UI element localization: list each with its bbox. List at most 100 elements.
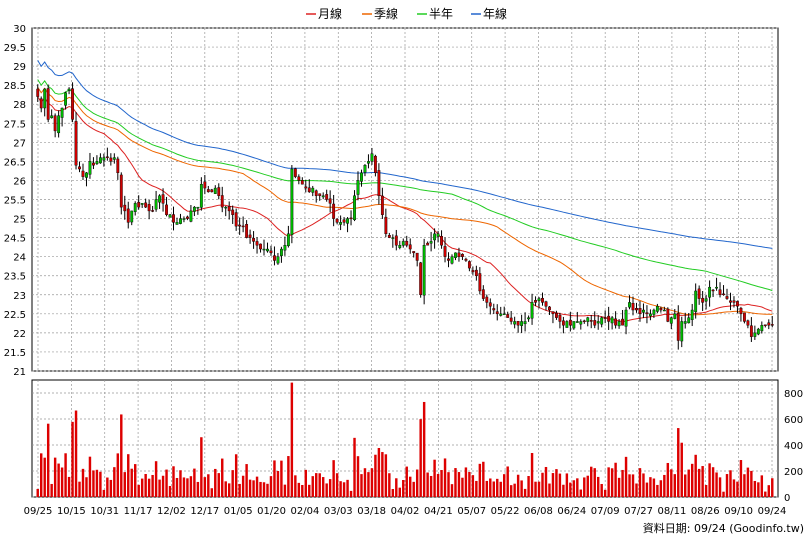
volume-bar bbox=[85, 477, 88, 497]
legend-label: 半年 bbox=[429, 7, 453, 21]
candle-body bbox=[39, 98, 43, 109]
candle-body bbox=[680, 321, 684, 342]
candle-body bbox=[676, 313, 680, 341]
volume-bar bbox=[318, 473, 321, 497]
candle-body bbox=[572, 321, 576, 329]
candle-body bbox=[210, 189, 214, 193]
candle-body bbox=[666, 308, 670, 322]
candle-body bbox=[57, 115, 61, 134]
volume-bar bbox=[294, 475, 297, 497]
candle-body bbox=[513, 321, 517, 325]
volume-bar bbox=[548, 483, 551, 497]
ma-line bbox=[37, 60, 773, 249]
ma-line bbox=[37, 86, 773, 316]
volume-bar bbox=[586, 475, 589, 497]
candle-body bbox=[311, 187, 315, 193]
candle-body bbox=[729, 300, 732, 303]
volume-bar bbox=[600, 483, 603, 497]
date-axis: 09/25 10/15 10/31 11/17 12/02 12/17 01/05 01/20… bbox=[24, 506, 787, 517]
candle-body bbox=[638, 308, 642, 315]
volume-bar bbox=[280, 460, 283, 497]
volume-bar bbox=[565, 473, 569, 497]
volume-bar bbox=[513, 483, 516, 497]
candle-body bbox=[600, 317, 604, 325]
volume-bar bbox=[217, 473, 220, 497]
candle-body bbox=[478, 273, 482, 292]
volume-bar bbox=[276, 470, 280, 497]
candle-body bbox=[555, 312, 558, 318]
volume-bar bbox=[290, 382, 294, 497]
volume-bar bbox=[718, 477, 722, 497]
candle-body bbox=[520, 321, 524, 326]
volume-bar bbox=[210, 488, 214, 497]
candle-body bbox=[137, 202, 141, 208]
price-tick-label: 26.5 bbox=[4, 157, 26, 168]
candle-body bbox=[419, 262, 423, 295]
price-tick-label: 29.5 bbox=[4, 43, 26, 54]
volume-bar bbox=[614, 462, 617, 497]
volume-bar bbox=[607, 467, 610, 497]
volume-tick-label: 600 bbox=[784, 415, 803, 426]
candle-body bbox=[575, 321, 579, 323]
volume-bar bbox=[57, 463, 60, 497]
candle-body bbox=[266, 248, 269, 252]
volume-bar bbox=[221, 458, 224, 497]
volume-bar bbox=[227, 483, 231, 497]
volume-bar bbox=[346, 479, 349, 497]
candle-body bbox=[412, 251, 416, 254]
volume-bar bbox=[690, 463, 694, 497]
price-tick-label: 23 bbox=[13, 291, 26, 302]
volume-bar bbox=[325, 483, 328, 497]
volume-tick-label: 400 bbox=[784, 441, 803, 452]
volume-bar bbox=[311, 476, 314, 497]
candle-body bbox=[652, 309, 656, 315]
candle-body bbox=[429, 241, 433, 244]
candle-body bbox=[161, 194, 165, 204]
volume-bar bbox=[443, 458, 447, 497]
volume-bar bbox=[64, 453, 67, 497]
candle-body bbox=[328, 198, 332, 204]
candle-body bbox=[756, 328, 760, 335]
candle-body bbox=[645, 312, 649, 315]
candle-body bbox=[192, 206, 196, 212]
volume-bar bbox=[558, 473, 562, 497]
candle-body bbox=[262, 248, 266, 251]
volume-bar bbox=[259, 481, 262, 497]
volume-bar bbox=[426, 472, 429, 497]
volume-bar bbox=[182, 477, 186, 497]
volume-bar bbox=[527, 476, 530, 497]
volume-bar bbox=[429, 475, 433, 497]
candle-body bbox=[36, 88, 40, 97]
volume-bar bbox=[102, 489, 106, 497]
volume-bar bbox=[402, 479, 405, 497]
candle-body bbox=[683, 321, 687, 324]
volume-bar bbox=[750, 470, 753, 497]
volume-bar bbox=[471, 475, 475, 497]
volume-bar bbox=[544, 466, 548, 497]
date-tick-label: 07/09 bbox=[591, 506, 620, 517]
date-tick-label: 12/02 bbox=[157, 506, 186, 517]
candle-body bbox=[467, 261, 471, 269]
volume-bar bbox=[485, 480, 489, 497]
candle-body bbox=[186, 216, 189, 219]
volume-bar bbox=[395, 478, 398, 497]
legend-label: 年線 bbox=[483, 6, 507, 21]
candle-body bbox=[551, 311, 555, 315]
volume-bar bbox=[349, 490, 353, 497]
candle-body bbox=[140, 203, 144, 205]
candle-body bbox=[98, 157, 102, 164]
candle-body bbox=[544, 301, 548, 307]
candle-body bbox=[373, 155, 377, 174]
candle-body bbox=[474, 269, 478, 276]
volume-bar bbox=[530, 453, 534, 497]
candle-body bbox=[64, 92, 68, 106]
candle-body bbox=[119, 174, 123, 208]
price-tick-label: 21 bbox=[13, 367, 26, 378]
volume-bar bbox=[304, 469, 308, 497]
candle-body bbox=[220, 195, 224, 208]
candle-body bbox=[339, 222, 343, 225]
volume-bar bbox=[123, 472, 126, 497]
candle-body bbox=[280, 248, 283, 256]
candle-body bbox=[488, 302, 492, 307]
candle-body bbox=[485, 296, 489, 303]
